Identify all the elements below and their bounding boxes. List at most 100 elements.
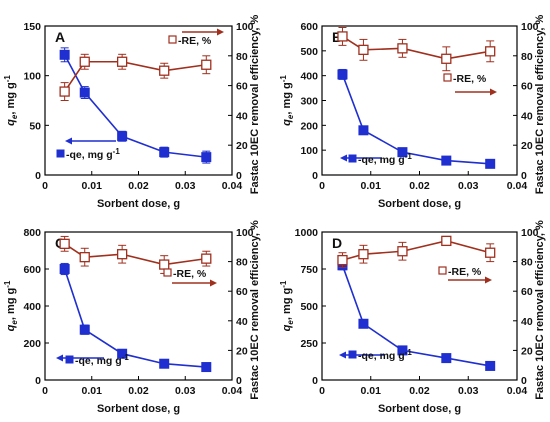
x-tick-label: 0.02 — [409, 180, 430, 192]
y2-tick-label: 80 — [521, 51, 533, 63]
qe-legend-marker — [348, 350, 357, 359]
y2-tick-label: 80 — [236, 51, 248, 63]
re-arrowhead — [217, 28, 224, 36]
re-arrowhead — [490, 88, 497, 96]
re-data-point — [358, 249, 369, 260]
qe-data-point — [358, 125, 369, 136]
y-tick-label: 300 — [300, 96, 318, 108]
qe-data-point — [485, 158, 496, 169]
qe-data-point — [117, 348, 128, 359]
x-tick-label: 0.02 — [128, 180, 149, 192]
chart-panel-b: 0 0.01 0.02 0.03 0.0401002003004005006000204… — [279, 15, 546, 210]
y2-tick-label: 40 — [236, 110, 248, 122]
qe-legend-marker — [56, 149, 65, 158]
y2-tick-label: 0 — [521, 170, 527, 182]
qe-data-point — [79, 87, 90, 98]
y-tick-label: 750 — [300, 264, 318, 276]
y-tick-label: 800 — [23, 227, 41, 239]
y-tick-label: 200 — [300, 120, 318, 132]
x-axis-label: Sorbent dose, g — [378, 198, 461, 210]
qe-arrowhead — [65, 137, 72, 145]
y2-axis-label: Fastac 10EC removal efficiency, % — [534, 220, 546, 400]
y2-axis-label: Fastac 10EC removal efficiency, % — [534, 15, 546, 195]
re-data-point — [337, 31, 348, 42]
y2-tick-label: 20 — [236, 140, 248, 152]
x-tick-label: 0.04 — [222, 385, 243, 397]
qe-data-point — [397, 345, 408, 356]
re-legend-marker — [438, 266, 447, 275]
panel-label: B — [332, 29, 342, 45]
qe-legend-label: -qe, mg g-1 — [358, 152, 412, 166]
x-tick-label: 0.04 — [222, 180, 243, 192]
chart-panel-a: 0 0.01 0.02 0.03 0.04050100150020406080100So… — [3, 15, 261, 210]
y-tick-label: 600 — [300, 21, 318, 33]
y-tick-label: 0 — [35, 375, 41, 387]
qe-data-point — [485, 360, 496, 371]
y2-tick-label: 100 — [236, 21, 254, 33]
re-data-point — [159, 65, 170, 76]
qe-data-point — [337, 69, 348, 80]
chart-panel-d: 0 0.01 0.02 0.03 0.0402505007501000020406080… — [279, 220, 546, 415]
qe-legend-marker — [348, 154, 357, 163]
x-tick-label: 0.03 — [175, 180, 196, 192]
qe-series-line — [341, 74, 491, 165]
x-tick-label: 0.04 — [507, 180, 528, 192]
qe-data-point — [201, 152, 212, 163]
y2-tick-label: 100 — [521, 227, 539, 239]
y-tick-label: 400 — [23, 301, 41, 313]
y2-tick-label: 40 — [236, 316, 248, 328]
y-tick-label: 200 — [23, 338, 41, 350]
re-data-point — [397, 246, 408, 257]
re-data-point — [397, 43, 408, 54]
y-tick-label: 400 — [300, 71, 318, 83]
x-tick-label: 0.03 — [458, 180, 479, 192]
y-tick-label: 100 — [300, 145, 318, 157]
panel-label: A — [55, 29, 65, 45]
y-tick-label: 500 — [300, 46, 318, 58]
x-tick-label: 0.03 — [175, 385, 196, 397]
re-data-point — [116, 249, 128, 260]
re-data-point — [337, 254, 348, 266]
re-data-point — [79, 252, 90, 263]
re-data-point — [441, 235, 452, 247]
y2-tick-label: 20 — [236, 345, 248, 357]
y-tick-label: 0 — [312, 375, 318, 387]
re-arrowhead — [210, 279, 217, 287]
qe-arrowhead — [339, 351, 346, 359]
qe-data-point — [59, 264, 70, 274]
y2-tick-label: 20 — [521, 345, 533, 357]
re-data-point — [59, 238, 70, 249]
x-tick-label: 0.01 — [82, 180, 103, 192]
y-tick-label: 50 — [29, 120, 41, 132]
y-tick-label: 600 — [23, 264, 41, 276]
qe-data-point — [117, 131, 128, 142]
y-axis-label: qe, mg g-1 — [279, 280, 295, 331]
y2-tick-label: 60 — [521, 81, 533, 93]
qe-legend-label: -qe, mg g-1 — [75, 353, 129, 367]
y-tick-label: 1000 — [295, 227, 319, 239]
qe-data-point — [441, 353, 452, 364]
re-legend-marker — [443, 73, 452, 82]
qe-data-point — [358, 318, 369, 329]
re-data-point — [485, 46, 496, 57]
y2-tick-label: 100 — [236, 227, 254, 239]
re-legend-label: -RE, % — [453, 73, 487, 85]
y2-tick-label: 40 — [521, 110, 533, 122]
x-tick-label: 0 — [42, 385, 48, 397]
qe-data-point — [441, 155, 452, 166]
re-data-point — [116, 56, 128, 67]
qe-arrowhead — [340, 154, 347, 162]
y-axis-label: qe, mg g-1 — [3, 280, 19, 331]
y-tick-label: 0 — [312, 170, 318, 182]
y-axis-label: qe, mg g-1 — [279, 75, 295, 126]
re-legend-label: -RE, % — [178, 35, 212, 47]
qe-data-point — [201, 362, 212, 373]
qe-arrowhead — [56, 354, 63, 362]
y2-tick-label: 60 — [521, 286, 533, 298]
x-tick-label: 0 — [319, 180, 325, 192]
x-axis-label: Sorbent dose, g — [378, 403, 461, 415]
re-data-point — [79, 56, 90, 67]
y-tick-label: 100 — [23, 71, 41, 83]
y2-tick-label: 60 — [236, 81, 248, 93]
